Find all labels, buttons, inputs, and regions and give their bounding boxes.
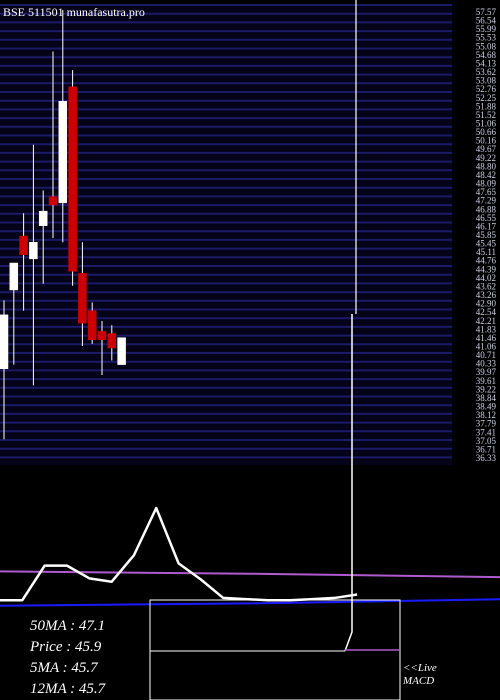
price-grid [0,0,452,465]
price-tick-label: 48.09 [476,179,497,189]
price-tick-label: 50.66 [476,127,497,137]
price-tick-label: 39.97 [476,367,497,377]
macd-line [0,506,358,602]
candle-body-up [29,242,38,260]
candle-body-down [97,331,107,340]
price-tick-label: 40.71 [476,350,496,360]
price-tick-label: 37.79 [476,419,497,429]
price-tick-label: 52.76 [476,84,497,94]
price-tick-label: 37.41 [476,427,496,437]
price-tick-label: 43.62 [476,281,496,291]
price-tick-label: 49.22 [476,153,496,163]
price-tick-label: 55.08 [476,41,497,51]
macd-panel [0,314,500,700]
macd-signal-line [0,570,500,579]
indicator-legend: 50MA : 47.1 Price : 45.9 5MA : 45.7 12MA… [29,618,437,697]
price-tick-label: 43.26 [476,290,497,300]
candle-body-down [19,235,28,255]
price-tick-label: 41.46 [476,333,497,343]
price-tick-label: 54.68 [476,50,497,60]
price-tick-label: 48.80 [476,161,497,171]
price-tick-label: 46.17 [476,221,497,231]
price-tick-label: 53.08 [476,76,497,86]
price-tick-label: 50.16 [476,136,497,146]
candle-body-down [78,273,87,324]
price-tick-label: 36.71 [476,444,496,454]
candle-body-up [0,314,9,370]
candle-body-up [38,210,48,226]
ma50-label: 50MA : 47.1 [30,618,105,634]
price-tick-label: 47.65 [476,187,497,197]
candle-body-down [87,310,97,340]
candle-body-up [117,337,126,365]
price-tick-label: 47.29 [476,196,497,206]
price-tick-label: 40.33 [476,359,497,369]
price-tick-label: 45.11 [476,247,496,257]
price-tick-label: 49.67 [476,144,497,154]
price-tick-label: 45.85 [476,230,497,240]
price-tick-label: 42.21 [476,316,496,326]
price-tick-label: 36.33 [476,453,497,463]
price-tick-label: 56.54 [476,16,497,26]
candle-body-down [107,333,117,349]
price-tick-label: 42.90 [476,299,497,309]
price-tick-label: 53.62 [476,67,496,77]
price-tick-label: 38.84 [476,393,497,403]
price-tick-label: 51.52 [476,110,496,120]
ma5-label: 5MA : 45.7 [30,660,99,676]
price-tick-label: 57.57 [476,7,497,17]
price-tick-label: 46.55 [476,213,497,223]
price-tick-label: 38.49 [476,402,497,412]
cursor-line-lower [344,314,353,652]
price-tick-label: 54.13 [476,58,497,68]
chart-title: BSE 511501 munafasutra.pro [3,5,145,19]
ma12-label: 12MA : 45.7 [30,681,107,697]
price-tick-label: 51.06 [476,119,497,129]
price-tick-label: 55.99 [476,24,497,34]
price-tick-label: 41.83 [476,324,497,334]
macd-label: MACD [402,675,434,687]
candle-body-up [58,100,68,204]
price-tick-label: 55.53 [476,33,497,43]
price-axis: 57.5756.5455.9955.5355.0854.6854.1353.62… [476,7,497,463]
price-tick-label: 45.45 [476,239,497,249]
price-tick-label: 52.25 [476,93,497,103]
candle-body-up [9,262,19,291]
price-tick-label: 51.88 [476,101,497,111]
price-tick-label: 41.06 [476,342,497,352]
price-tick-label: 39.61 [476,376,496,386]
price-tick-label: 42.54 [476,307,497,317]
live-link[interactable]: <<Live [403,662,437,674]
price-tick-label: 46.88 [476,204,497,214]
candle-body-down [68,86,77,272]
price-tick-label: 48.42 [476,170,496,180]
price-label: Price : 45.9 [29,639,102,655]
candle-body-down [48,196,58,206]
price-tick-label: 44.02 [476,273,496,283]
price-tick-label: 44.39 [476,264,497,274]
price-tick-label: 37.05 [476,436,497,446]
price-tick-label: 38.12 [476,410,496,420]
candlestick-series [0,10,126,440]
macd-baseline-line [0,598,500,607]
price-tick-label: 39.22 [476,384,496,394]
price-tick-label: 44.76 [476,256,497,266]
